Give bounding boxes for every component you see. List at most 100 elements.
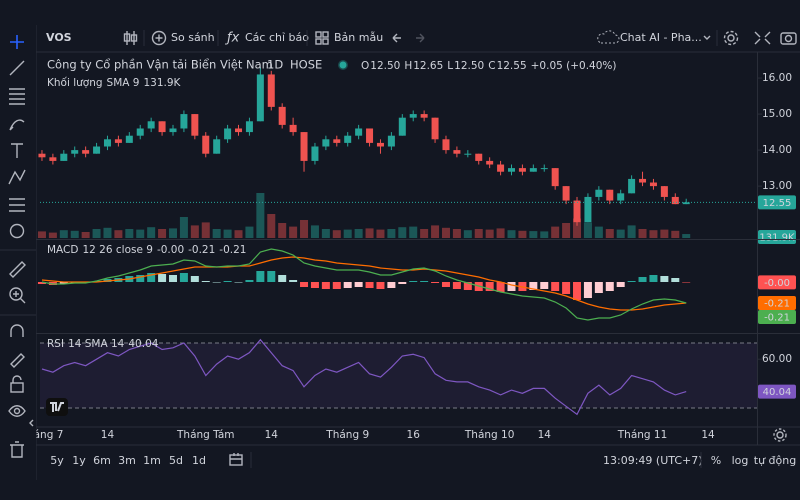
icon-tool[interactable] — [9, 223, 25, 239]
candle-body — [235, 128, 243, 133]
brush-tool[interactable] — [9, 119, 25, 131]
y-tick-label: 13.00 — [762, 180, 792, 192]
macd-histogram-bar — [59, 282, 68, 284]
undo-icon[interactable] — [392, 33, 401, 43]
macd-histogram-bar — [594, 282, 603, 293]
macd-badge-bg — [758, 310, 796, 324]
lock-draw-tool[interactable] — [10, 353, 25, 368]
ruler-tool[interactable] — [9, 261, 26, 278]
macd-badge-bg — [758, 275, 796, 290]
screenshot-icon[interactable] — [780, 32, 797, 45]
ohlc-key: L — [447, 60, 453, 72]
templates-label[interactable]: Bản mẫu — [334, 31, 383, 44]
range-button[interactable]: 1y — [72, 454, 86, 467]
macd-histogram-bar — [529, 282, 538, 290]
chart-type-icon[interactable] — [123, 31, 138, 45]
templates-button[interactable]: Bản mẫu — [315, 31, 383, 45]
volume-bar — [103, 227, 112, 238]
magnet-tool[interactable] — [10, 324, 24, 337]
macd-histogram-bar — [354, 282, 363, 287]
logo — [46, 398, 68, 416]
macd-histogram-bar — [638, 277, 647, 282]
fullscreen-icon[interactable] — [754, 31, 771, 45]
candle-body — [409, 114, 417, 118]
redo-icon[interactable] — [416, 33, 425, 43]
rsi-name: RSI — [47, 338, 64, 350]
macd-histogram-bar — [376, 282, 385, 289]
range-button[interactable]: 5y — [50, 454, 64, 467]
volume-bar — [37, 231, 46, 238]
candle-body — [507, 168, 515, 172]
settings-icon[interactable] — [723, 30, 739, 46]
visibility-tool[interactable] — [8, 405, 26, 417]
y-tick-label: 14.00 — [762, 144, 792, 156]
range-button[interactable]: 5d — [169, 454, 183, 467]
range-button[interactable]: 1m — [143, 454, 161, 467]
macd-histogram-bar — [245, 280, 254, 282]
macd-histogram-bar — [562, 282, 571, 294]
compare-button[interactable]: So sánh — [151, 30, 215, 46]
chat-ai-button[interactable]: Chat AI - Pha... — [597, 30, 711, 44]
x-tick-label: Tháng 11 — [617, 429, 668, 441]
candle-body — [71, 150, 79, 154]
lock-tool[interactable] — [10, 375, 24, 393]
y-tick-label: 60.00 — [762, 353, 792, 365]
calendar-icon[interactable] — [229, 453, 243, 466]
indicators-button[interactable]: ƒx Các chỉ báo — [224, 31, 309, 46]
candle-body — [518, 168, 526, 172]
scale-option[interactable]: log — [732, 454, 749, 467]
macd-histogram-bar — [616, 282, 625, 287]
compare-label[interactable]: So sánh — [171, 31, 215, 44]
range-button[interactable]: 6m — [93, 454, 111, 467]
volume-bar — [638, 229, 647, 238]
macd-histogram-bar — [289, 280, 298, 282]
macd-histogram-bar — [332, 282, 341, 289]
volume-bar — [431, 225, 440, 238]
trend-line-tool[interactable] — [9, 60, 25, 76]
macd-histogram-bar — [212, 282, 221, 283]
candle-body — [442, 139, 450, 151]
macd-histogram-bar — [321, 282, 330, 289]
volume-bar — [540, 231, 549, 238]
candle-body — [562, 186, 570, 201]
volume-bar — [256, 193, 265, 238]
candle-body — [431, 117, 439, 140]
indicators-label[interactable]: Các chỉ báo — [245, 31, 309, 44]
rsi-params: 14 SMA 14 — [68, 338, 125, 350]
volume-bar — [463, 230, 472, 238]
candle-body — [628, 178, 636, 194]
macd-histogram-bar — [278, 275, 287, 282]
range-button[interactable]: 3m — [118, 454, 136, 467]
fib-tool[interactable] — [9, 88, 25, 105]
macd-value: -0.00 — [157, 244, 184, 256]
prediction-tool[interactable] — [9, 198, 25, 212]
volume-bar — [125, 229, 134, 238]
exchange: HOSE — [290, 58, 322, 72]
pattern-tool[interactable] — [8, 169, 26, 185]
chat-ai-label[interactable]: Chat AI - Pha... — [620, 31, 702, 44]
candle-body — [169, 128, 177, 133]
volume-bar — [452, 229, 461, 238]
time-axis-settings[interactable] — [773, 428, 787, 442]
macd-histogram-bar — [147, 273, 156, 282]
macd-histogram-bar — [201, 281, 210, 282]
scale-option[interactable]: tự động — [754, 454, 796, 467]
volume-bar — [70, 230, 79, 238]
volume-bar — [365, 228, 374, 238]
company-name: Công ty Cổ phần Vận tải Biển Việt Nam — [47, 58, 273, 72]
scale-option[interactable]: % — [711, 454, 721, 467]
rsi-value: 40.04 — [128, 338, 158, 350]
text-tool[interactable] — [11, 143, 23, 158]
volume-bar — [343, 229, 352, 238]
macd-histogram-bar — [671, 278, 680, 282]
crosshair-tool[interactable] — [10, 35, 24, 49]
trash-tool[interactable] — [10, 441, 24, 458]
range-button[interactable]: 1d — [192, 454, 206, 467]
candle-body — [147, 121, 155, 129]
candle-body — [595, 189, 603, 197]
volume-bar — [201, 222, 210, 238]
candle-body — [497, 164, 505, 172]
zoom-tool[interactable] — [9, 287, 26, 304]
collapse-toolbar[interactable] — [29, 419, 34, 427]
symbol[interactable]: VOS — [46, 31, 72, 44]
